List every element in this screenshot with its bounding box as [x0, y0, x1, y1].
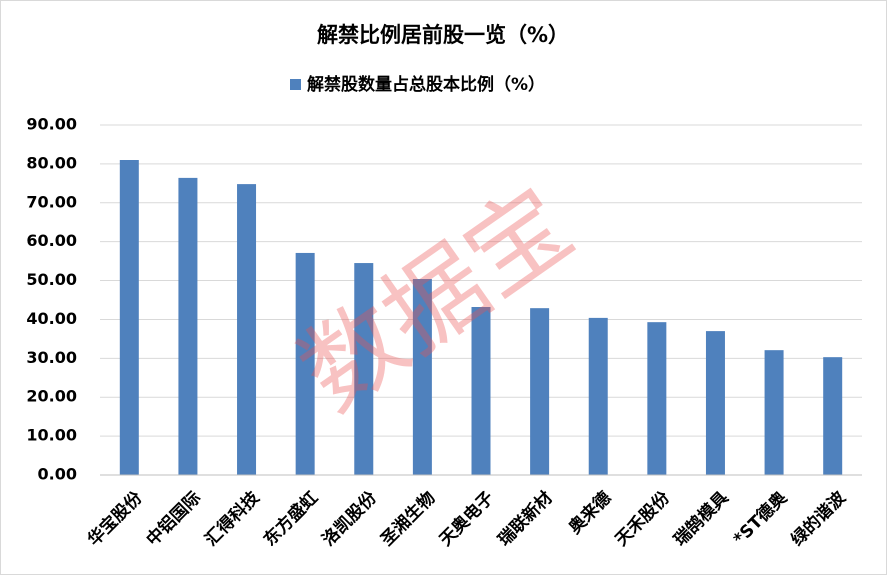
bar: [295, 252, 315, 475]
y-tick-label: 40.00: [26, 309, 77, 328]
bar: [647, 322, 667, 475]
bar: [237, 184, 257, 475]
legend-swatch: [290, 79, 301, 90]
bar: [588, 317, 608, 475]
bar: [354, 263, 374, 475]
y-tick-label: 70.00: [26, 192, 77, 211]
bar: [530, 308, 550, 475]
bar: [764, 350, 784, 475]
bar: [412, 279, 432, 475]
y-tick-label: 50.00: [26, 270, 77, 289]
chart-title: 解禁比例居前股一览（%）: [317, 23, 569, 47]
legend-label: 解禁股数量占总股本比例（%）: [307, 74, 545, 95]
y-tick-label: 0.00: [38, 465, 77, 484]
y-tick-label: 10.00: [26, 426, 77, 445]
y-tick-label: 30.00: [26, 348, 77, 367]
bar: [823, 357, 843, 475]
y-tick-label: 60.00: [26, 231, 77, 250]
y-tick-label: 80.00: [26, 153, 77, 172]
y-tick-label: 90.00: [26, 115, 77, 134]
y-tick-label: 20.00: [26, 387, 77, 406]
bar: [178, 177, 198, 475]
bar: [119, 160, 139, 475]
bar: [705, 331, 725, 475]
bar: [471, 307, 491, 475]
